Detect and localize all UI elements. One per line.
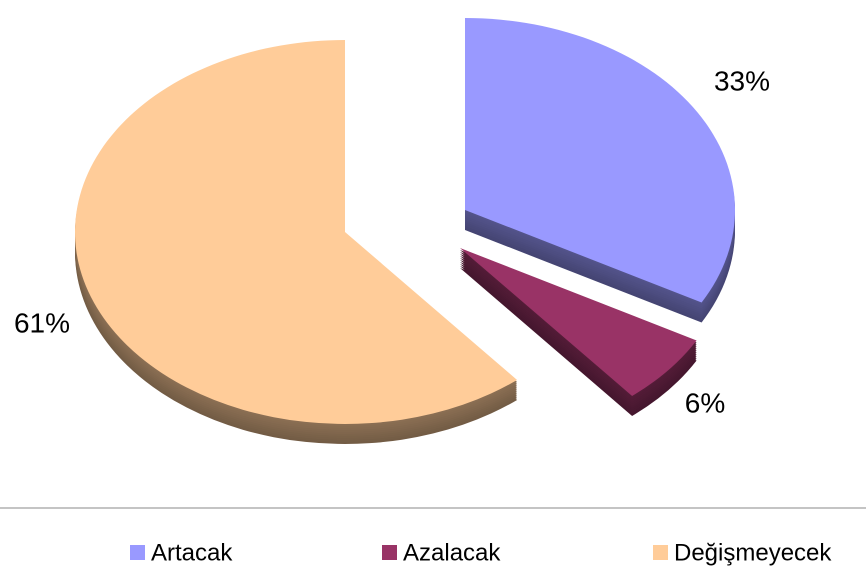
legend-swatch xyxy=(382,545,397,560)
slice xyxy=(460,248,697,396)
legend-swatch xyxy=(130,545,145,560)
legend-label: Değişmeyecek xyxy=(674,539,832,566)
value-label: 6% xyxy=(685,387,725,418)
slice xyxy=(465,18,735,303)
legend-label: Artacak xyxy=(151,539,233,566)
legend-swatch xyxy=(653,545,668,560)
legend-label: Azalacak xyxy=(403,539,501,566)
value-label: 61% xyxy=(14,307,70,338)
slice xyxy=(74,40,518,424)
value-label: 33% xyxy=(714,65,770,96)
